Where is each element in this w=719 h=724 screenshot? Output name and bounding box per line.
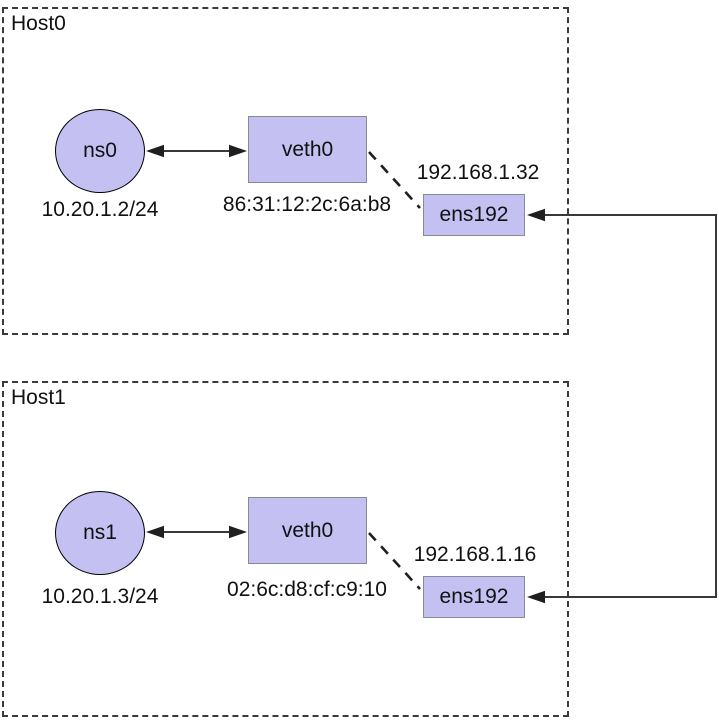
veth0-node-host1: veth0: [248, 497, 367, 564]
veth0-node-label-host0: veth0: [281, 137, 334, 161]
veth0-node-label-host1: veth0: [281, 518, 334, 542]
ns0-node: ns0: [55, 109, 145, 193]
ns1-node-label: ns1: [83, 521, 117, 544]
ens192-ip-label-host1: 192.168.1.16: [413, 543, 537, 566]
ens192-node-host0: ens192: [423, 194, 525, 236]
ns0-node-label: ns0: [83, 139, 117, 162]
host0-label: Host0: [11, 12, 66, 35]
ens192-node-host1: ens192: [423, 576, 525, 618]
ns0-ip-label: 10.20.1.2/24: [41, 198, 159, 221]
host0-box: Host0: [2, 7, 569, 335]
host1-label: Host1: [11, 386, 66, 409]
ens192-node-label-host0: ens192: [439, 203, 509, 226]
ns1-node: ns1: [55, 491, 145, 575]
veth0-mac-label-host0: 86:31:12:2c:6a:b8: [222, 193, 392, 216]
ens192-node-label-host1: ens192: [439, 585, 509, 608]
veth0-node-host0: veth0: [248, 116, 367, 183]
veth0-mac-label-host1: 02:6c:d8:cf:c9:10: [227, 578, 387, 601]
ns1-ip-label: 10.20.1.3/24: [41, 585, 159, 608]
ens192-ip-label-host0: 192.168.1.32: [416, 161, 540, 184]
